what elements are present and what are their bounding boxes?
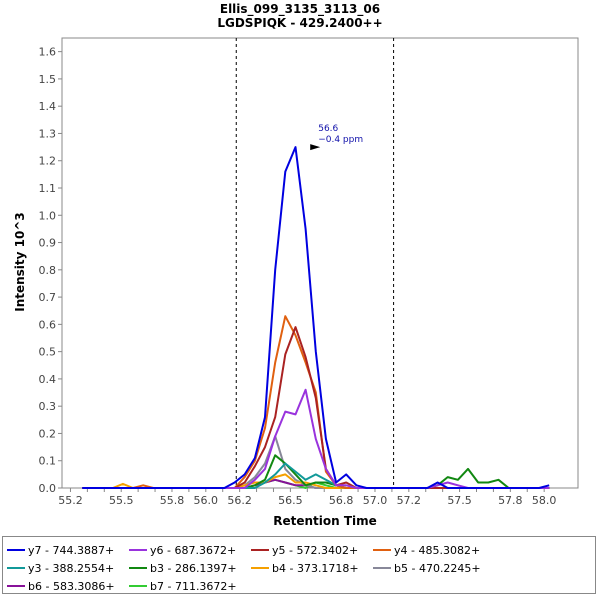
legend-swatch [129,549,147,551]
peak-marker-icon [310,144,321,151]
series-line [82,473,550,489]
legend-swatch [7,549,25,551]
y-tick-label: 1.2 [39,155,57,168]
y-tick-label: 0.7 [39,291,57,304]
y-tick-label: 0.8 [39,264,57,277]
legend-label: y3 - 388.2554+ [28,561,115,575]
y-tick-label: 0.5 [39,346,57,359]
legend-label: y7 - 744.3887+ [28,543,115,557]
x-axis-label: Retention Time [273,514,377,528]
y-axis-label: Intensity 10^3 [13,212,27,312]
chart-title: Ellis_099_3135_3113_06 [220,2,380,17]
series-line [82,454,550,489]
legend-label: b4 - 373.1718+ [272,561,359,575]
legend-label: y4 - 485.3082+ [394,543,481,557]
legend-item: b7 - 711.3672+ [129,577,251,595]
x-tick-label: 56.5 [278,494,303,507]
legend-label: b3 - 286.1397+ [150,561,237,575]
legend-label: y5 - 572.3402+ [272,543,359,557]
legend: y7 - 744.3887+ y6 - 687.3672+ y5 - 572.340… [2,536,596,594]
y-tick-label: 1.5 [39,73,57,86]
legend-item: y7 - 744.3887+ [7,541,129,559]
legend-swatch [373,549,391,551]
x-tick-label: 55.8 [160,494,185,507]
x-tick-label: 57.0 [363,494,388,507]
legend-item: b6 - 583.3086+ [7,577,129,595]
x-tick-label: 57.5 [447,494,472,507]
legend-swatch [251,567,269,569]
series-line [82,435,550,489]
legend-item: y3 - 388.2554+ [7,559,129,577]
y-tick-label: 0.9 [39,237,57,250]
y-tick-label: 0.3 [39,400,57,413]
legend-label: b6 - 583.3086+ [28,579,115,593]
legend-item: y5 - 572.3402+ [251,541,373,559]
x-tick-label: 56.8 [329,494,354,507]
x-tick-label: 55.5 [109,494,134,507]
x-tick-label: 56.2 [227,494,252,507]
x-tick-label: 56.0 [194,494,219,507]
legend-swatch [7,567,25,569]
legend-swatch [7,585,25,587]
legend-item: b3 - 286.1397+ [129,559,251,577]
y-tick-label: 0.6 [39,318,57,331]
legend-swatch [129,567,147,569]
y-tick-label: 1.0 [39,209,57,222]
y-tick-label: 1.4 [39,100,57,113]
x-tick-label: 57.2 [397,494,422,507]
legend-label: b5 - 470.2245+ [394,561,481,575]
legend-label: y6 - 687.3672+ [150,543,237,557]
legend-label: b7 - 711.3672+ [150,579,237,593]
annotation-ppm: −0.4 ppm [318,135,363,145]
y-tick-label: 1.1 [39,182,57,195]
legend-item: y4 - 485.3082+ [373,541,495,559]
x-tick-label: 58.0 [532,494,557,507]
y-tick-label: 0.2 [39,427,57,440]
chart-subtitle: LGDSPIQK - 429.2400++ [217,16,382,30]
x-tick-label: 55.2 [58,494,83,507]
y-tick-label: 0.0 [39,482,57,495]
annotation-rt: 56.6 [318,124,338,134]
series-line [82,146,550,489]
y-tick-label: 0.4 [39,373,57,386]
y-tick-label: 0.1 [39,455,57,468]
legend-swatch [129,585,147,587]
legend-swatch [251,549,269,551]
y-tick-label: 1.3 [39,127,57,140]
legend-swatch [373,567,391,569]
legend-item: b5 - 470.2245+ [373,559,495,577]
x-tick-label: 57.8 [498,494,523,507]
y-tick-label: 1.6 [39,46,57,59]
legend-item: b4 - 373.1718+ [251,559,373,577]
chromatogram-chart: Ellis_099_3135_3113_06 LGDSPIQK - 429.24… [13,2,579,528]
legend-item: y6 - 687.3672+ [129,541,251,559]
